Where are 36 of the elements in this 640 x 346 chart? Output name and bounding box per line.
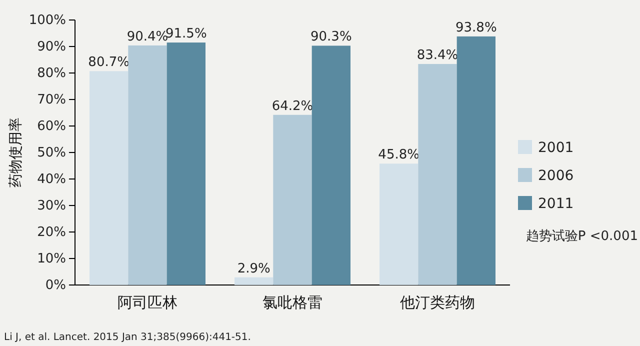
y-tick-label: 40% <box>37 172 66 188</box>
x-tick-label: 阿司匹林 <box>118 294 178 312</box>
y-tick-label: 0% <box>45 278 66 294</box>
y-tick-label: 70% <box>37 92 66 108</box>
data-label: 64.2% <box>272 98 314 114</box>
bar <box>418 64 457 285</box>
bar <box>90 71 128 285</box>
legend-label: 2001 <box>538 140 574 156</box>
bar <box>273 114 312 285</box>
x-tick-label: 氯吡格雷 <box>262 294 322 312</box>
text: Li J, et al. Lancet. 2015 Jan 31;385(9966):441-51. <box>4 332 251 343</box>
y-tick-label: 20% <box>37 225 66 240</box>
y-tick-label: 90% <box>37 40 66 55</box>
data-label: 83.4% <box>416 48 458 63</box>
y-tick-label: 100% <box>28 13 66 28</box>
data-label: 80.7% <box>88 55 130 70</box>
bar <box>312 46 350 285</box>
bar <box>166 42 206 285</box>
data-label: 2.9% <box>237 261 270 276</box>
legend-label: 2006 <box>538 168 574 184</box>
bar <box>456 36 496 285</box>
data-label: 90.3% <box>310 30 352 45</box>
bar <box>234 277 274 285</box>
y-tick-label: 10% <box>37 252 66 267</box>
bar <box>380 164 418 285</box>
y-tick-label: 50% <box>37 146 66 161</box>
data-label: 45.8% <box>378 148 420 163</box>
y-axis-title: 药物使用率 <box>8 118 24 188</box>
y-tick-label: 30% <box>37 198 66 214</box>
y-tick-label: 80% <box>37 66 66 82</box>
y-tick-label: 60% <box>37 119 66 134</box>
x-tick-label: 他汀类药物 <box>400 294 475 312</box>
legend-label: 2011 <box>538 196 574 212</box>
text: 趋势试验P <0.001 <box>526 229 638 244</box>
data-label: 93.8% <box>456 20 497 36</box>
bar <box>128 45 167 285</box>
